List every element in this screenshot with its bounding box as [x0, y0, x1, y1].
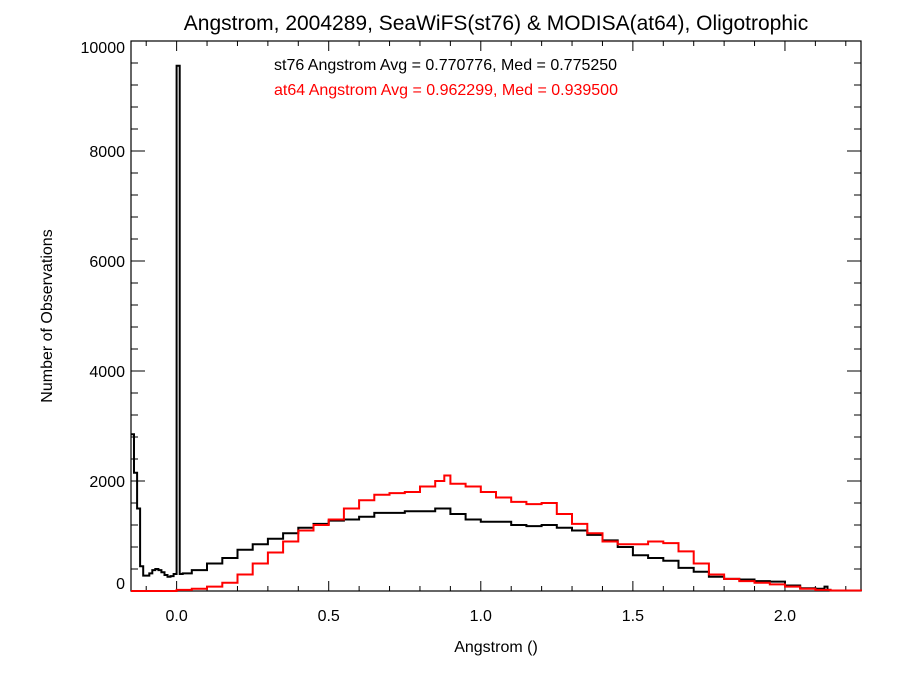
x-tick-label: 1.5 [622, 608, 644, 625]
series-layer [131, 64, 862, 592]
annotation-st76: st76 Angstrom Avg = 0.770776, Med = 0.77… [274, 57, 617, 74]
axis-tick-labels: 0.0 0.5 1.0 1.5 2.0 0 2000 4000 6000 8000 10000 [81, 40, 797, 625]
y-tick-label: 6000 [89, 254, 125, 271]
x-tick-label: 0.5 [318, 608, 340, 625]
y-axis-title: Number of Observations [39, 229, 56, 402]
y-tick-label: 4000 [89, 364, 125, 381]
chart-title: Angstrom, 2004289, SeaWiFS(st76) & MODIS… [184, 12, 808, 35]
y-tick-label: 2000 [89, 474, 125, 491]
series-line-st76 [131, 64, 832, 591]
y-tick-label: 8000 [89, 144, 125, 161]
series-line-at64 [131, 474, 862, 592]
x-tick-label: 2.0 [774, 608, 796, 625]
annotation-at64: at64 Angstrom Avg = 0.962299, Med = 0.93… [274, 82, 618, 99]
plot-border [130, 40, 862, 592]
x-tick-label: 1.0 [470, 608, 492, 625]
x-axis-title: Angstrom () [454, 639, 538, 656]
y-tick-label: 0 [116, 576, 125, 593]
axis-ticks [131, 40, 861, 592]
y-tick-label: 10000 [81, 40, 126, 57]
plot-frame [130, 40, 862, 592]
x-tick-label: 0.0 [166, 608, 188, 625]
